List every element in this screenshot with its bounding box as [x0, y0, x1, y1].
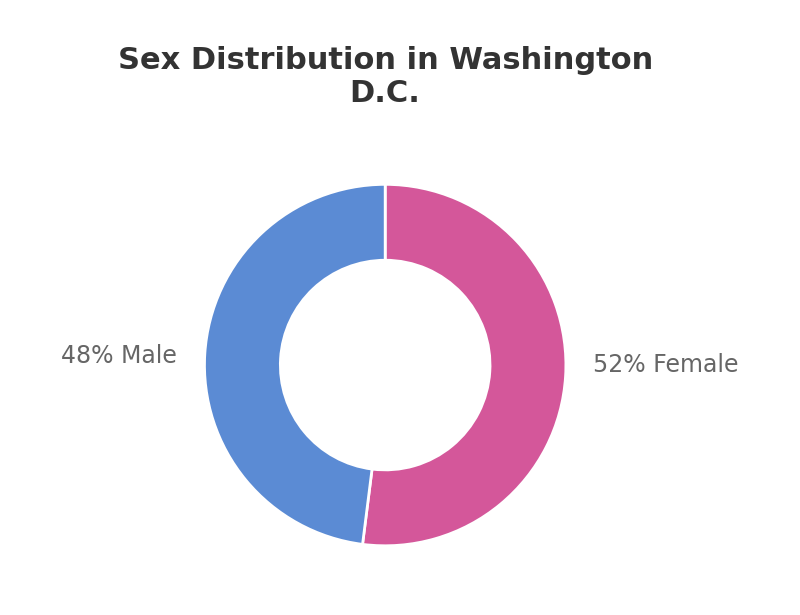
Wedge shape: [362, 184, 566, 546]
Text: 48% Male: 48% Male: [62, 344, 178, 368]
Wedge shape: [205, 184, 385, 544]
Text: 52% Female: 52% Female: [593, 353, 738, 377]
Title: Sex Distribution in Washington
D.C.: Sex Distribution in Washington D.C.: [118, 46, 653, 108]
